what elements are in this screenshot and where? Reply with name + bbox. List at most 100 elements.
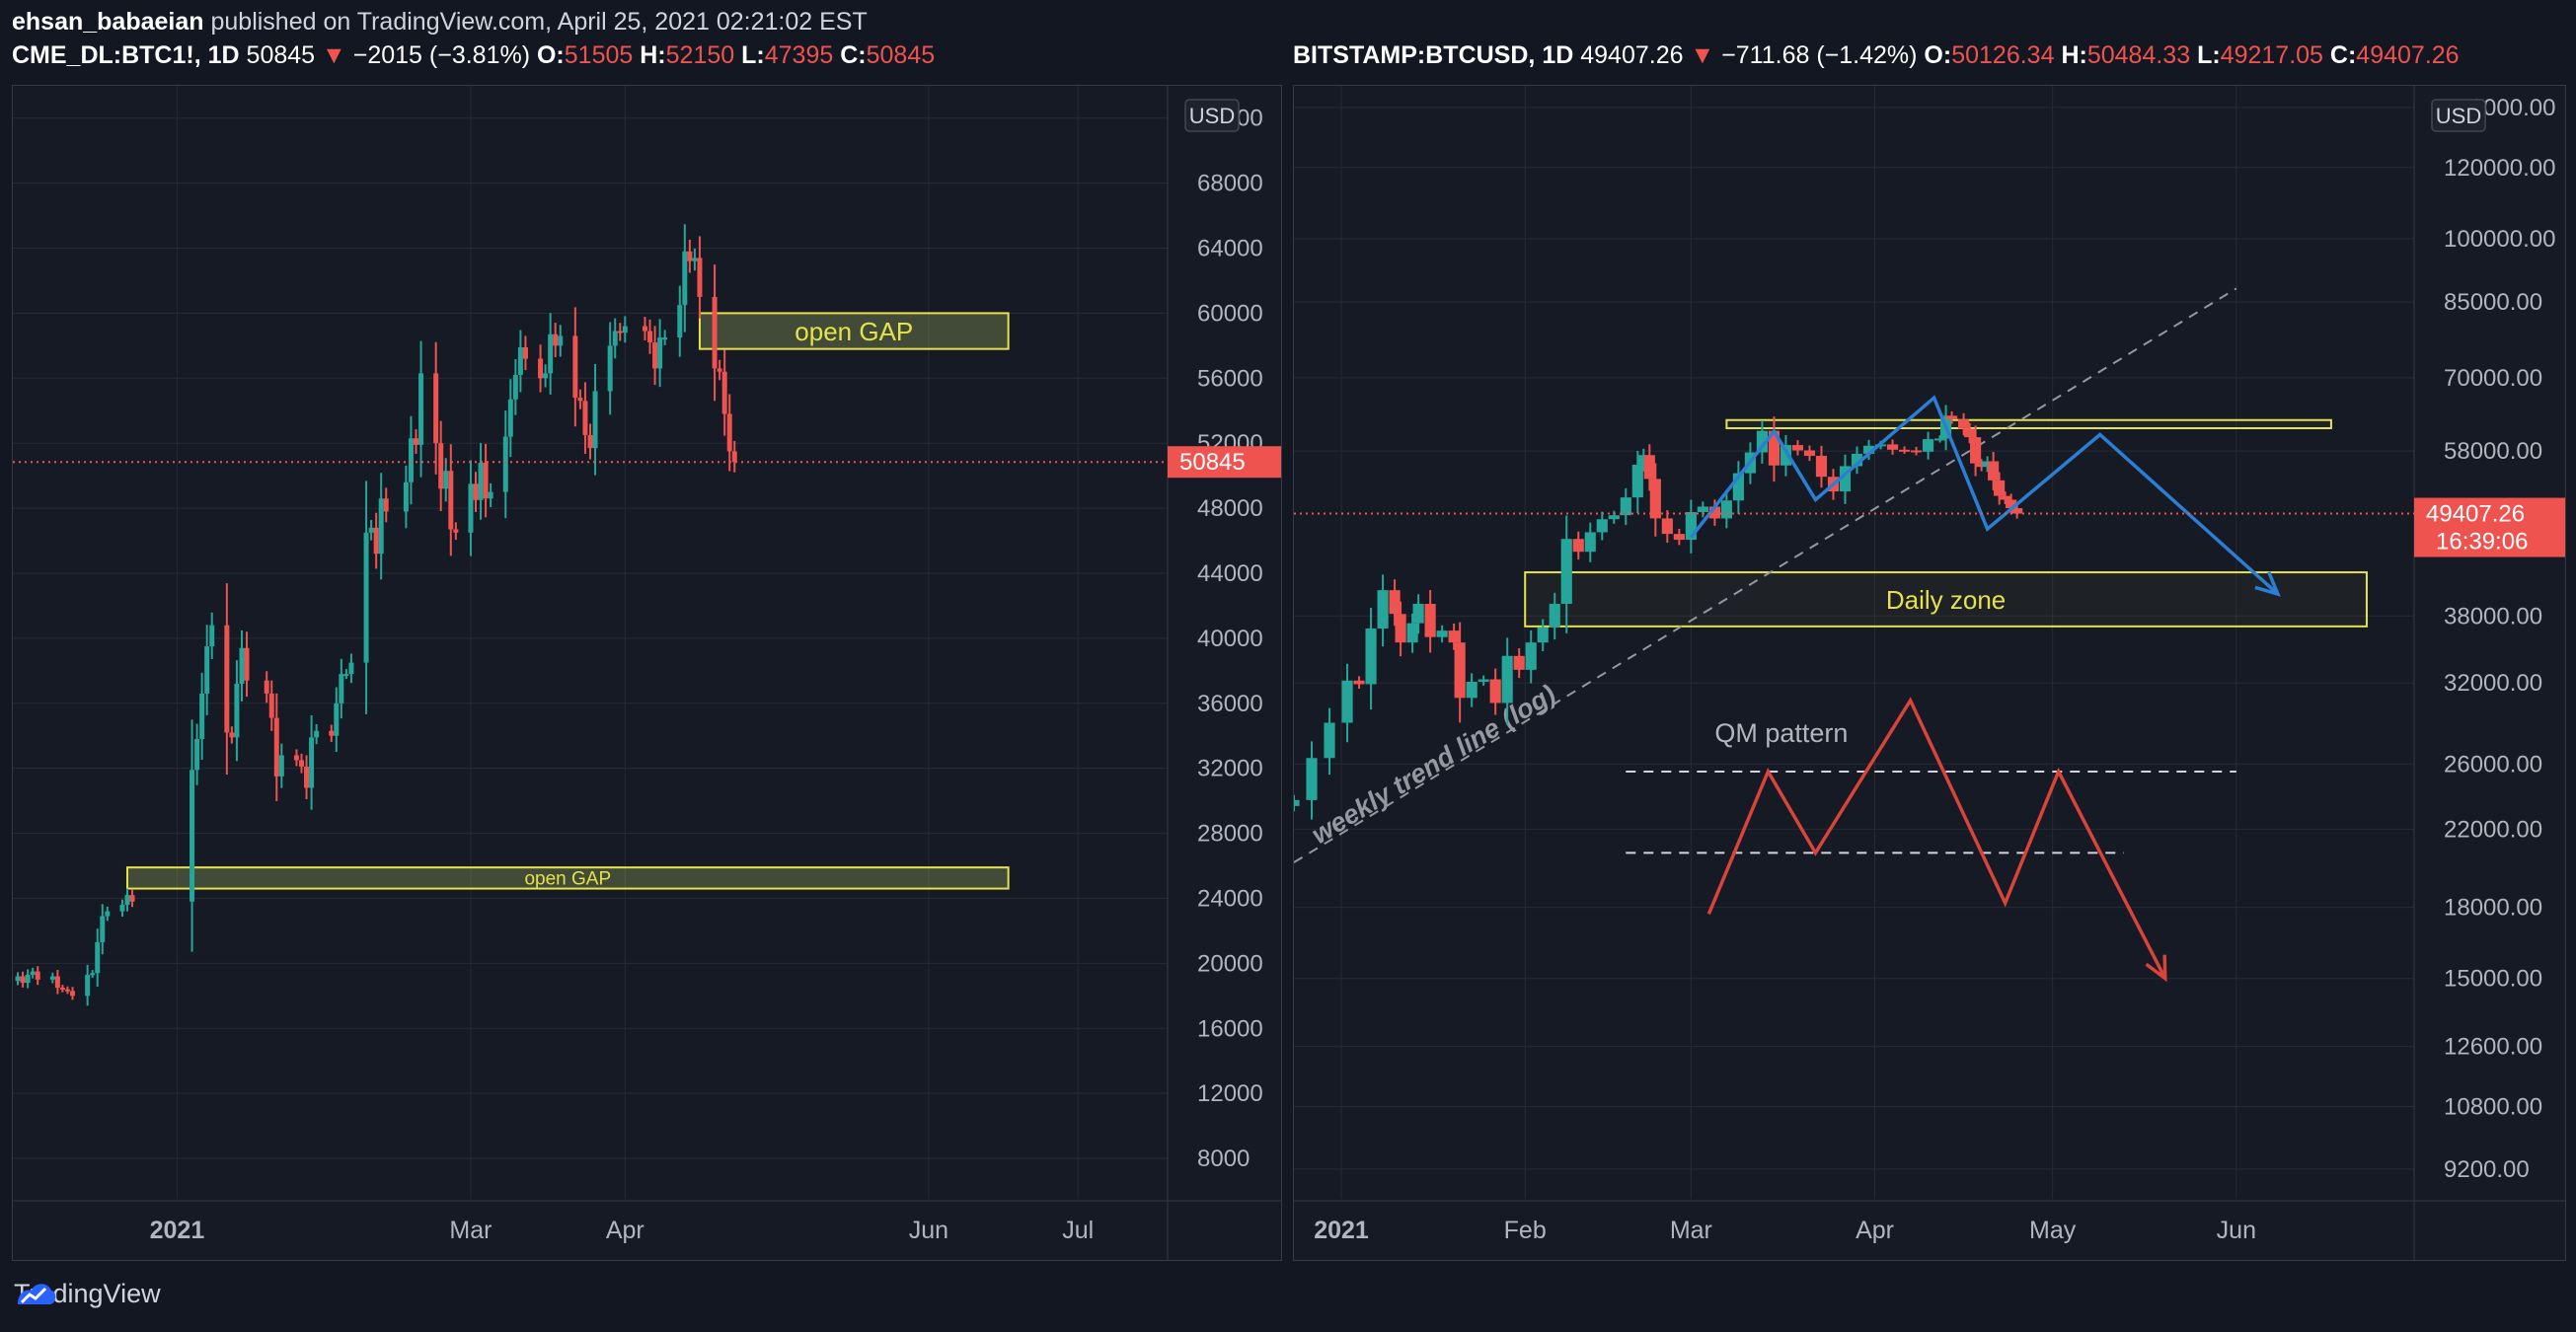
left-low: 47395: [764, 41, 834, 69]
candle-body: [1306, 758, 1318, 800]
candle-body: [572, 335, 578, 399]
projection-path: [1689, 395, 2280, 596]
candle-body: [1851, 453, 1863, 467]
candle-body: [124, 895, 130, 906]
candle-body: [363, 532, 369, 663]
candle-body: [1643, 455, 1655, 480]
candle-body: [1803, 450, 1816, 456]
y-tick-label: 22000.00: [2444, 816, 2542, 843]
candle-body: [622, 326, 628, 333]
candle-body: [582, 401, 588, 435]
candle-body: [1584, 532, 1596, 553]
candle-body: [483, 462, 489, 499]
y-tick-label: 9200.00: [2444, 1156, 2530, 1183]
candle-body: [2011, 508, 2023, 514]
right-interval[interactable]: 1D: [1542, 41, 1574, 69]
candle-body: [239, 647, 245, 685]
x-tick-label: 2021: [1314, 1217, 1369, 1244]
down-arrow-icon: ▼: [322, 41, 346, 69]
publish-info: ehsan_babaeian published on TradingView.…: [12, 8, 868, 37]
candle-body: [553, 333, 559, 346]
candle-body: [204, 646, 210, 694]
candle-body: [309, 737, 315, 788]
candle-body: [1839, 466, 1852, 492]
candle-body: [1697, 506, 1708, 513]
left-chart-svg[interactable]: 7200068000640006000056000520004800044000…: [13, 86, 1281, 1260]
candle-body: [1988, 461, 2000, 481]
candle-body: [478, 462, 484, 500]
x-tick-label: Apr: [1856, 1217, 1894, 1244]
candle-body: [548, 333, 554, 374]
candle-body: [64, 989, 70, 992]
author-name[interactable]: ehsan_babaeian: [12, 8, 204, 36]
left-chart-panel[interactable]: 7200068000640006000056000520004800044000…: [12, 85, 1282, 1261]
candle-body: [1637, 455, 1649, 466]
y-tick-label: 120000.00: [2444, 155, 2555, 182]
candle-body: [329, 730, 335, 736]
candle-body: [194, 739, 200, 771]
candle-body: [1631, 465, 1643, 498]
candle-body: [1685, 512, 1697, 541]
left-close: 50845: [866, 41, 936, 69]
published-text: published on TradingView.com, April 25, …: [210, 8, 868, 36]
candle-body: [517, 346, 523, 376]
candle-body: [717, 368, 722, 372]
candle-body: [224, 625, 230, 733]
candle-body: [1477, 679, 1489, 682]
zone-label: open GAP: [524, 869, 611, 890]
right-chart-panel[interactable]: 140000.00 120000.00 100000.00 85000.00 70000…: [1293, 85, 2566, 1261]
candle-body: [339, 674, 344, 703]
left-high: 52150: [665, 41, 735, 69]
weekly-trend-line: [1294, 287, 2237, 863]
candle-body: [502, 436, 508, 492]
y-tick-label: 32000: [1197, 756, 1263, 782]
zone-label: open GAP: [795, 317, 913, 346]
right-open: 50126.34: [1951, 41, 2055, 69]
candle-body: [59, 988, 65, 991]
y-tick-label: 18000.00: [2444, 895, 2542, 922]
footer-brand[interactable]: TradingView: [14, 1279, 161, 1309]
left-symbol[interactable]: CME_DL:BTC1!: [12, 41, 194, 69]
candle-body: [1341, 680, 1353, 723]
right-symbol[interactable]: BITSTAMP:BTCUSD: [1293, 41, 1529, 69]
candle-body: [1406, 623, 1418, 643]
candle-body: [1525, 642, 1537, 670]
candle-body: [617, 331, 623, 333]
candle-body: [209, 625, 215, 647]
right-chart-svg[interactable]: 140000.00120000.00100000.0085000.0070000…: [1294, 86, 2565, 1260]
candle-body: [507, 399, 513, 437]
y-tick-label: 12000: [1197, 1080, 1263, 1107]
countdown-label: 16:39:06: [2436, 529, 2528, 555]
candle-body: [54, 976, 60, 989]
candle-body: [473, 483, 479, 500]
y-tick-label: 10800.00: [2444, 1094, 2542, 1121]
candle-body: [1886, 444, 1899, 450]
arrow-head-icon: [2254, 571, 2281, 597]
candle-body: [657, 337, 663, 369]
candle-body: [1862, 445, 1875, 454]
y-tick-label: 15000.00: [2444, 966, 2542, 993]
left-interval[interactable]: 1D: [207, 41, 240, 69]
candle-body: [268, 693, 274, 718]
x-tick-label: Jun: [909, 1217, 948, 1244]
candle-body: [687, 251, 693, 261]
candle-body: [413, 438, 418, 445]
candle-body: [642, 326, 647, 332]
candle-body: [721, 371, 727, 414]
candle-body: [1898, 449, 1911, 452]
currency-label: USD: [1189, 104, 1235, 128]
qm-pattern-label: QM pattern: [1714, 718, 1848, 748]
candle-body: [1958, 419, 1970, 429]
candle-body: [1294, 799, 1300, 806]
zone-label: Daily zone: [1886, 585, 2006, 615]
candle-body: [1933, 438, 1946, 441]
left-open: 51505: [564, 41, 634, 69]
y-tick-label: 12600.00: [2444, 1034, 2542, 1061]
candle-body: [304, 767, 310, 788]
y-tick-label: 64000: [1197, 236, 1263, 262]
candle-body: [1501, 655, 1513, 703]
candle-body: [229, 732, 235, 738]
candle-body: [1560, 539, 1572, 605]
last-price-badge: [2414, 497, 2565, 557]
candle-body: [343, 674, 349, 677]
